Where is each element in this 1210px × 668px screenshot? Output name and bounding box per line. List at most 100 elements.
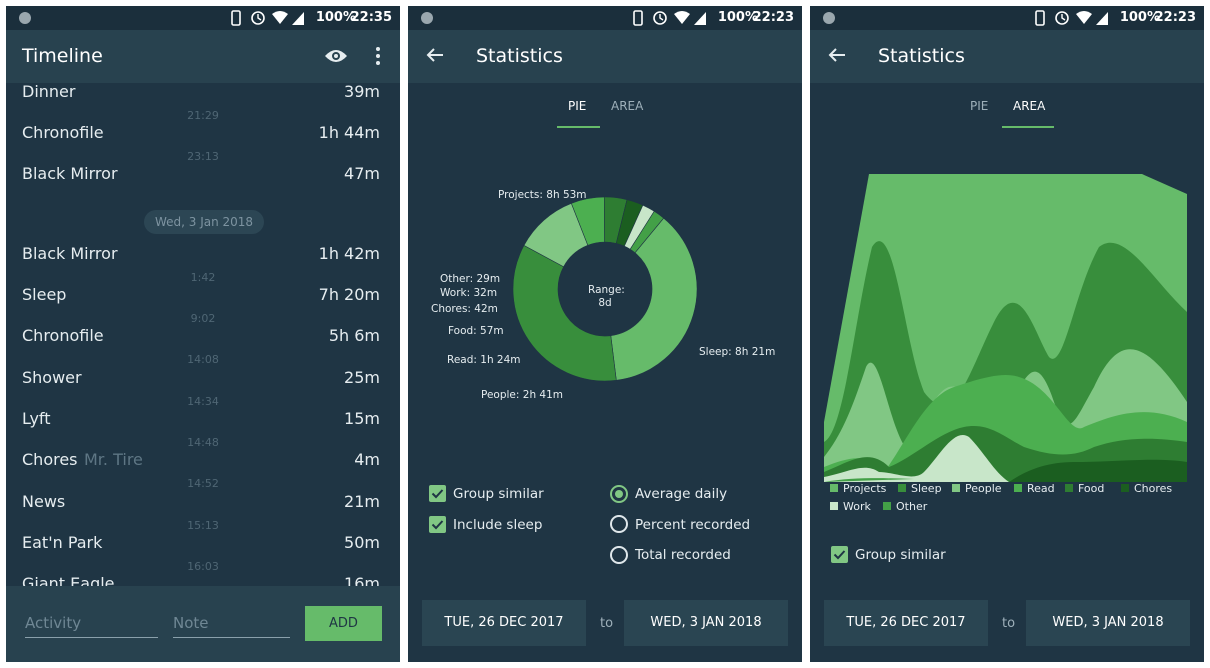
activity-duration: 47m — [344, 164, 380, 183]
legend-swatch — [952, 484, 960, 492]
range-value: 8d — [598, 297, 612, 309]
percent-recorded-radio[interactable] — [610, 515, 628, 533]
timeline-row[interactable]: Black Mirror 47m — [6, 160, 400, 190]
timeline-row[interactable]: Dinner 39m — [6, 83, 400, 108]
activity-duration: 1h 42m — [318, 244, 380, 263]
group-similar-label: Group similar — [453, 486, 544, 502]
app-bar: Statistics — [408, 30, 802, 83]
tab-pie[interactable]: PIE — [568, 99, 587, 113]
legend-label: Chores — [1134, 482, 1173, 495]
to-date-button[interactable]: WED, 3 JAN 2018 — [1026, 600, 1190, 646]
timestamp: 14:48 — [187, 436, 219, 449]
date-chip: Wed, 3 Jan 2018 — [144, 210, 264, 234]
note-input[interactable]: Note — [173, 614, 290, 638]
total-recorded-radio[interactable] — [610, 546, 628, 564]
app-bar: Statistics — [810, 30, 1204, 83]
tab-area[interactable]: AREA — [611, 99, 644, 113]
status-icons — [1035, 10, 1108, 26]
back-arrow-icon[interactable] — [828, 47, 846, 63]
slice-label-people: People: 2h 41m — [481, 389, 564, 401]
donut-slice-projects — [610, 217, 698, 381]
timeline-row[interactable]: Sleep 7h 20m — [6, 281, 400, 311]
legend-swatch — [898, 484, 906, 492]
timestamp: 1:42 — [190, 271, 216, 284]
activity-name: Eat'n Park — [22, 533, 103, 552]
battery-level: 100% — [717, 10, 758, 25]
timeline-screen: 100% 22:35 Timeline Wed, 3 Jan 2018 Dinn… — [6, 6, 400, 662]
clock: 22:23 — [752, 10, 794, 25]
from-date-button[interactable]: TUE, 26 DEC 2017 — [422, 600, 586, 646]
legend-swatch — [1121, 484, 1129, 492]
activity-name: Sleep — [22, 285, 67, 304]
status-icons — [633, 10, 706, 26]
back-arrow-icon[interactable] — [426, 47, 444, 63]
activity-name: Chores — [22, 450, 78, 469]
timeline-row[interactable]: News 21m — [6, 488, 400, 518]
activity-name: Shower — [22, 368, 82, 387]
legend-label: Work — [843, 500, 871, 513]
overflow-menu-icon[interactable] — [374, 46, 382, 66]
area-chores — [1009, 459, 1187, 482]
legend-item: Sleep — [898, 482, 942, 495]
add-button[interactable]: ADD — [305, 606, 382, 641]
tab-pie[interactable]: PIE — [970, 99, 989, 113]
activity-duration: 4m — [354, 450, 380, 469]
timestamp: 14:34 — [187, 395, 219, 408]
timeline-row[interactable]: Shower 25m — [6, 364, 400, 394]
eye-icon[interactable] — [324, 48, 348, 64]
activity-name: Dinner — [22, 83, 76, 101]
average-daily-radio[interactable] — [610, 485, 628, 503]
legend-swatch — [830, 484, 838, 492]
timeline-row[interactable]: Chores Mr. Tire 4m — [6, 446, 400, 476]
from-date-button[interactable]: TUE, 26 DEC 2017 — [824, 600, 988, 646]
slice-label-projects: Projects: 8h 53m — [498, 189, 587, 201]
statistics-area-screen: 100% 22:23 Statistics PIE AREA Projects S… — [810, 6, 1204, 662]
clock: 22:35 — [350, 10, 392, 25]
area-chart — [824, 174, 1187, 482]
group-similar-checkbox[interactable] — [429, 485, 446, 502]
total-recorded-label: Total recorded — [635, 547, 731, 563]
activity-duration: 16m — [344, 574, 380, 586]
legend-label: Other — [896, 500, 928, 513]
average-daily-label: Average daily — [635, 486, 728, 502]
slice-label-food: Food: 57m — [448, 325, 504, 337]
timeline-row[interactable]: Black Mirror 1h 42m — [6, 240, 400, 270]
to-date-button[interactable]: WED, 3 JAN 2018 — [624, 600, 788, 646]
notification-dot-icon — [823, 12, 835, 24]
slice-label-read: Read: 1h 24m — [447, 354, 521, 366]
legend-swatch — [1014, 484, 1022, 492]
donut-chart — [512, 196, 698, 382]
statistics-pie-screen: 100% 22:23 Statistics PIE AREA Range: 8d… — [408, 6, 802, 662]
tab-indicator — [557, 126, 600, 128]
include-sleep-checkbox[interactable] — [429, 516, 446, 533]
legend-item: Projects — [830, 482, 886, 495]
activity-duration: 39m — [344, 83, 380, 101]
activity-note: Mr. Tire — [84, 450, 143, 469]
activity-input[interactable]: Activity — [25, 614, 158, 638]
activity-name: Black Mirror — [22, 244, 118, 263]
activity-name: Chronofile — [22, 326, 104, 345]
timeline-row[interactable]: Chronofile 1h 44m — [6, 119, 400, 149]
area-work — [824, 435, 1009, 482]
timestamp: 23:13 — [187, 150, 219, 163]
slice-label-work: Work: 32m — [440, 287, 498, 299]
area-other — [824, 478, 914, 482]
activity-duration: 25m — [344, 368, 380, 387]
legend-item: Food — [1065, 482, 1104, 495]
legend-swatch — [883, 502, 891, 510]
legend-label: People — [965, 482, 1002, 495]
battery-level: 100% — [1119, 10, 1160, 25]
to-label: to — [1002, 616, 1016, 631]
tab-area[interactable]: AREA — [1013, 99, 1046, 113]
timeline-row[interactable]: Lyft 15m — [6, 405, 400, 435]
timeline-row[interactable]: Giant Eagle 16m — [6, 570, 400, 586]
clock: 22:23 — [1154, 10, 1196, 25]
group-similar-checkbox[interactable] — [831, 546, 848, 563]
legend-label: Read — [1027, 482, 1055, 495]
timeline-list[interactable]: Wed, 3 Jan 2018 Dinner 39m 21:29 Chronofile… — [6, 83, 400, 586]
notification-dot-icon — [421, 12, 433, 24]
timestamp: 14:08 — [187, 353, 219, 366]
app-bar: Timeline — [6, 30, 400, 83]
timeline-row[interactable]: Chronofile 5h 6m — [6, 322, 400, 352]
timeline-row[interactable]: Eat'n Park 50m — [6, 529, 400, 559]
